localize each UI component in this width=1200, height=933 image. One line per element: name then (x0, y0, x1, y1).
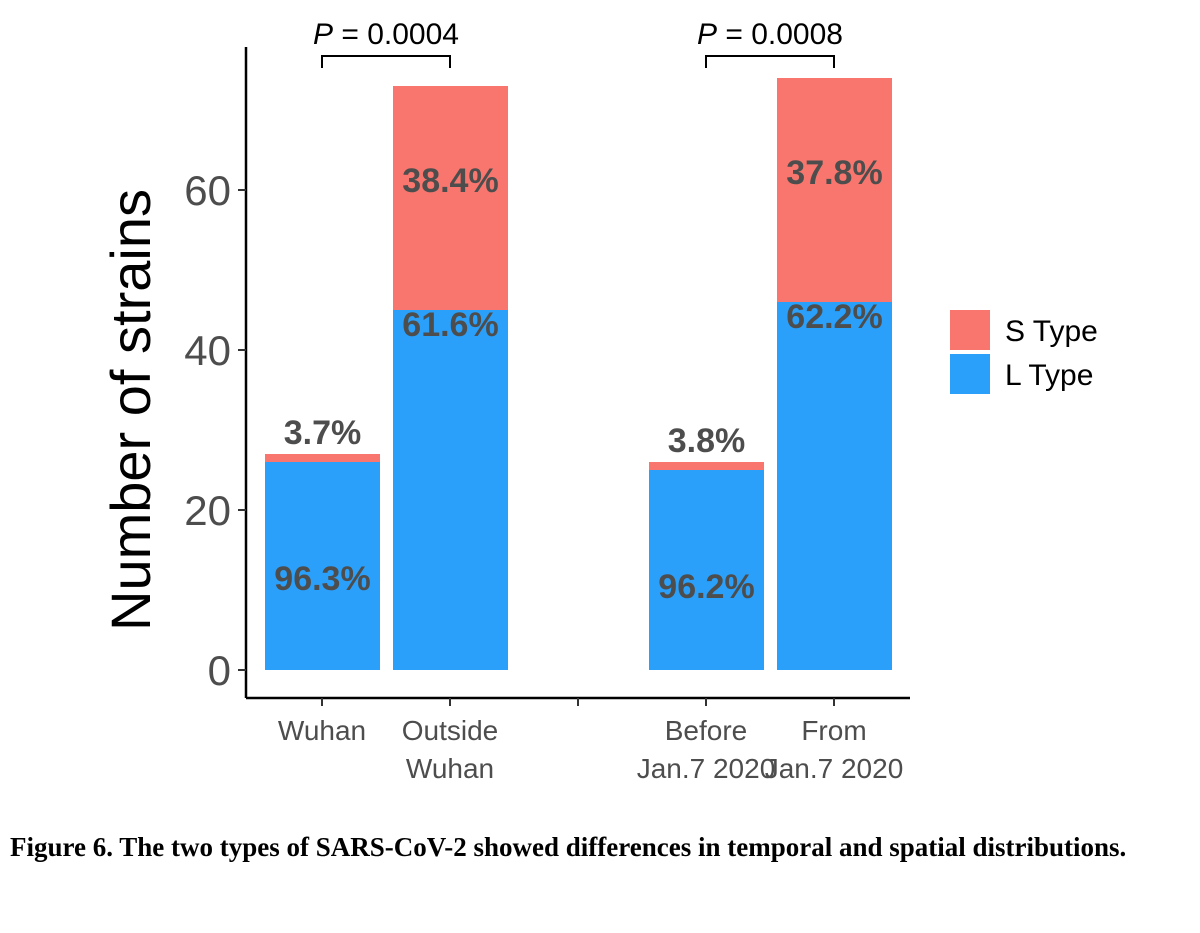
data-label-l-type: 96.2% (658, 568, 754, 606)
data-label-s-type: 37.8% (786, 154, 882, 192)
y-tick-label: 20 (184, 487, 231, 534)
figure-caption: Figure 6. The two types of SARS-CoV-2 sh… (10, 832, 1127, 862)
data-label-s-type: 3.7% (284, 414, 362, 452)
y-axis-title: Number of strains (99, 189, 162, 631)
data-label-s-type: 38.4% (402, 162, 498, 200)
data-label-s-type: 3.8% (668, 422, 746, 460)
x-tick-label: Jan.7 2020 (765, 753, 904, 784)
x-tick-label: Jan.7 2020 (637, 753, 776, 784)
y-tick-label: 0 (208, 647, 231, 694)
data-label-l-type: 61.6% (402, 306, 498, 344)
p-value-label: P = 0.0008 (697, 18, 843, 51)
significance-bracket (321, 55, 451, 68)
bar-s-type (777, 78, 892, 302)
data-label-l-type: 62.2% (786, 298, 882, 336)
x-tick-label: Wuhan (406, 753, 494, 784)
bar-s-type (393, 86, 508, 310)
bar-l-type (393, 310, 508, 670)
x-tick-label: Wuhan (278, 715, 366, 746)
legend-key (950, 354, 990, 394)
x-tick-label: Before (665, 715, 748, 746)
y-tick-label: 40 (184, 327, 231, 374)
legend-key (950, 310, 990, 350)
stacked-bar-chart: 0 20 40 60 Number of strains Wuhan Outside Wuha… (99, 18, 1098, 784)
bar-s-type (265, 454, 380, 462)
legend-label: S Type (1005, 315, 1098, 348)
p-value-label: P = 0.0004 (313, 18, 459, 51)
bar-s-type (649, 462, 764, 470)
bar-l-type (777, 302, 892, 670)
data-label-l-type: 96.3% (274, 560, 370, 598)
legend-label: L Type (1005, 359, 1093, 392)
bar-l-type (649, 470, 764, 670)
x-tick-label: Outside (402, 715, 499, 746)
y-tick-label: 60 (184, 167, 231, 214)
x-tick-label: From (801, 715, 866, 746)
bar-l-type (265, 462, 380, 670)
significance-bracket (705, 55, 835, 68)
